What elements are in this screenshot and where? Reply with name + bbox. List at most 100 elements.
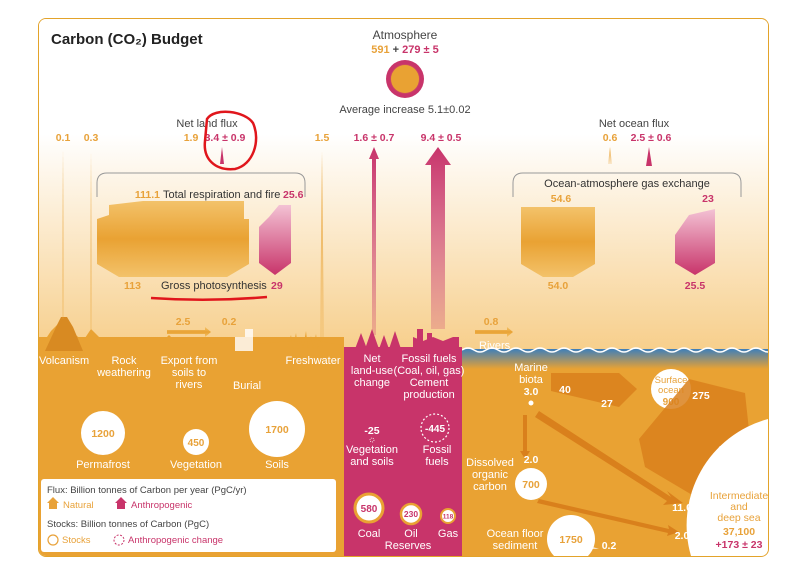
ocean-flux-anthro-arrow <box>646 147 652 166</box>
sediment-label: Ocean floor sediment <box>487 528 544 552</box>
rivers-label: Rivers <box>479 340 511 352</box>
respiration-label: Total respiration and fire <box>163 189 280 201</box>
gas-reserve: 118 <box>443 514 454 521</box>
marine-biota-stock: 3.0 <box>524 386 539 398</box>
net-land-flux-anthro: 3.4 ± 0.9 <box>205 132 246 144</box>
biota-to-deep-arrow <box>535 411 683 505</box>
net-land-flux-natural: 1.9 <box>184 132 199 144</box>
land-use-label: Net land-use change <box>351 353 393 389</box>
surface-ocean-label: Surface ocean <box>655 375 688 396</box>
photosynthesis-natural: 113 <box>124 280 141 292</box>
fossil-flux: 9.4 ± 0.5 <box>421 132 462 144</box>
legend-natural-icon <box>47 497 59 509</box>
burial-icon <box>235 329 253 351</box>
sediment-stock: 1750 <box>559 534 583 546</box>
legend-flux-title: Flux: Billion tonnes of Carbon per year … <box>47 485 247 496</box>
vegetation-soils-change-label: Vegetation and soils <box>346 444 398 468</box>
export-arrow <box>167 327 211 337</box>
gas-reserve-circle <box>440 508 456 524</box>
atmosphere-label: Atmosphere <box>373 28 438 42</box>
to-deep-flux: 11.0 <box>672 502 692 514</box>
carbon-budget-diagram: Carbon (CO₂) Budget Atmosphere 591 +279 ±… <box>39 19 768 556</box>
legend-anthro-icon <box>115 497 127 509</box>
soils-stock: 1700 <box>265 424 289 436</box>
soils-stock-circle <box>249 401 305 457</box>
diagram-frame: Carbon (CO₂) Budget Atmosphere 591 +279 ±… <box>38 18 769 557</box>
fossil-arrow <box>425 147 451 329</box>
ocean-exchange-natural-shape <box>521 207 595 277</box>
weathering-label: Rock weathering <box>96 355 151 379</box>
reserves-label: Reserves <box>385 540 432 552</box>
coal-label: Coal <box>358 528 381 540</box>
permafrost-label: Permafrost <box>76 459 130 471</box>
photosynthesis-label: Gross photosynthesis <box>161 280 267 292</box>
export-label: Export from soils to rivers <box>161 355 218 391</box>
dissolved-flux: 2.0 <box>524 454 539 466</box>
ocean-exchange-down-anthro: 25.5 <box>685 280 706 292</box>
gas-label: Gas <box>438 528 459 540</box>
burial-flux: 0.2 <box>222 316 237 328</box>
freshwater-label: Freshwater <box>285 355 340 367</box>
respiration-anthro: 25.6 <box>283 189 304 201</box>
oil-label: Oil <box>404 528 417 540</box>
burial-label: Burial <box>233 380 261 392</box>
fossil-change: -445 <box>425 424 445 435</box>
surface-to-deep-flux: 275 <box>692 390 710 402</box>
vegetation-stock-circle <box>183 429 209 455</box>
vegetation-soils-change: -25 <box>364 425 379 437</box>
legend-stocks-title: Stocks: Billion tonnes of Carbon (PgC) <box>47 519 209 530</box>
ocean-surface <box>462 349 768 369</box>
factory-icon <box>413 329 459 349</box>
freshwater-arrow <box>320 151 324 337</box>
annotation-circle <box>203 110 258 171</box>
legend-natural-label: Natural <box>63 500 94 511</box>
sediment-arrow <box>579 544 599 552</box>
legend-anthro-change-icon <box>113 534 125 546</box>
marine-biota-label: Marine biota <box>514 362 548 386</box>
respiration-natural: 111.1 <box>135 189 160 201</box>
net-land-flux-arrow <box>220 147 224 164</box>
land-exchange-natural-shape <box>97 201 249 277</box>
land-terrain <box>39 321 344 353</box>
ocean-flux-natural-arrow <box>608 147 612 164</box>
freshwater-flux: 1.5 <box>315 132 330 144</box>
deep-sea-region <box>686 419 768 556</box>
net-ocean-flux-anthro: 2.5 ± 0.6 <box>631 132 672 144</box>
dissolved-stock-circle <box>515 468 547 500</box>
sediment-stock-circle <box>547 515 595 556</box>
land-use-flux: 1.6 ± 0.7 <box>354 132 395 144</box>
surface-to-biota-flux: 27 <box>601 398 613 410</box>
sediment-flux: 0.2 <box>602 540 617 552</box>
volcano <box>45 317 83 351</box>
biota-to-surface-flux: 40 <box>559 384 571 396</box>
ocean-exchange-up-natural: 54.6 <box>551 193 572 205</box>
soils-label: Soils <box>265 459 289 471</box>
photosynthesis-anthro: 29 <box>271 280 283 292</box>
coal-reserve: 580 <box>361 504 378 515</box>
land-use-arrow <box>369 147 379 335</box>
ocean-exchange-down-natural: 54.0 <box>548 280 569 292</box>
ocean-exchange-bracket <box>512 172 742 197</box>
fossil-change-label: Fossil fuels <box>423 444 452 468</box>
ocean-exchange-label: Ocean-atmosphere gas exchange <box>544 178 710 190</box>
atmosphere-stock: 591 +279 ± 5 <box>371 44 438 56</box>
ocean-exchange-up-anthro: 23 <box>702 193 714 205</box>
marine-biota-dot <box>528 400 534 406</box>
atmosphere-inner-circle <box>391 65 419 93</box>
permafrost-stock: 1200 <box>91 428 115 440</box>
vegetation-soils-change-circle <box>369 437 375 443</box>
biota-surface-exchange-shape <box>551 373 637 407</box>
net-ocean-flux-natural: 0.6 <box>603 132 618 144</box>
legend-stocks-icon <box>47 534 59 546</box>
deep-sea-label: Intermediate and deep sea <box>710 490 768 524</box>
vegetation-label: Vegetation <box>170 459 222 471</box>
volcanism-label: Volcanism <box>39 355 89 367</box>
trees-icon <box>344 329 462 351</box>
dissolved-to-deep-flux: 2.0 <box>675 530 690 542</box>
land-exchange-anthro-shape <box>259 205 291 275</box>
deep-sea-anthro-change: +173 ± 23 <box>716 539 763 551</box>
weathering-arrow <box>90 151 92 329</box>
coal-reserve-circle <box>353 492 385 524</box>
weathering-flux: 0.3 <box>84 132 99 144</box>
dissolved-label: Dissolved organic carbon <box>466 457 514 493</box>
